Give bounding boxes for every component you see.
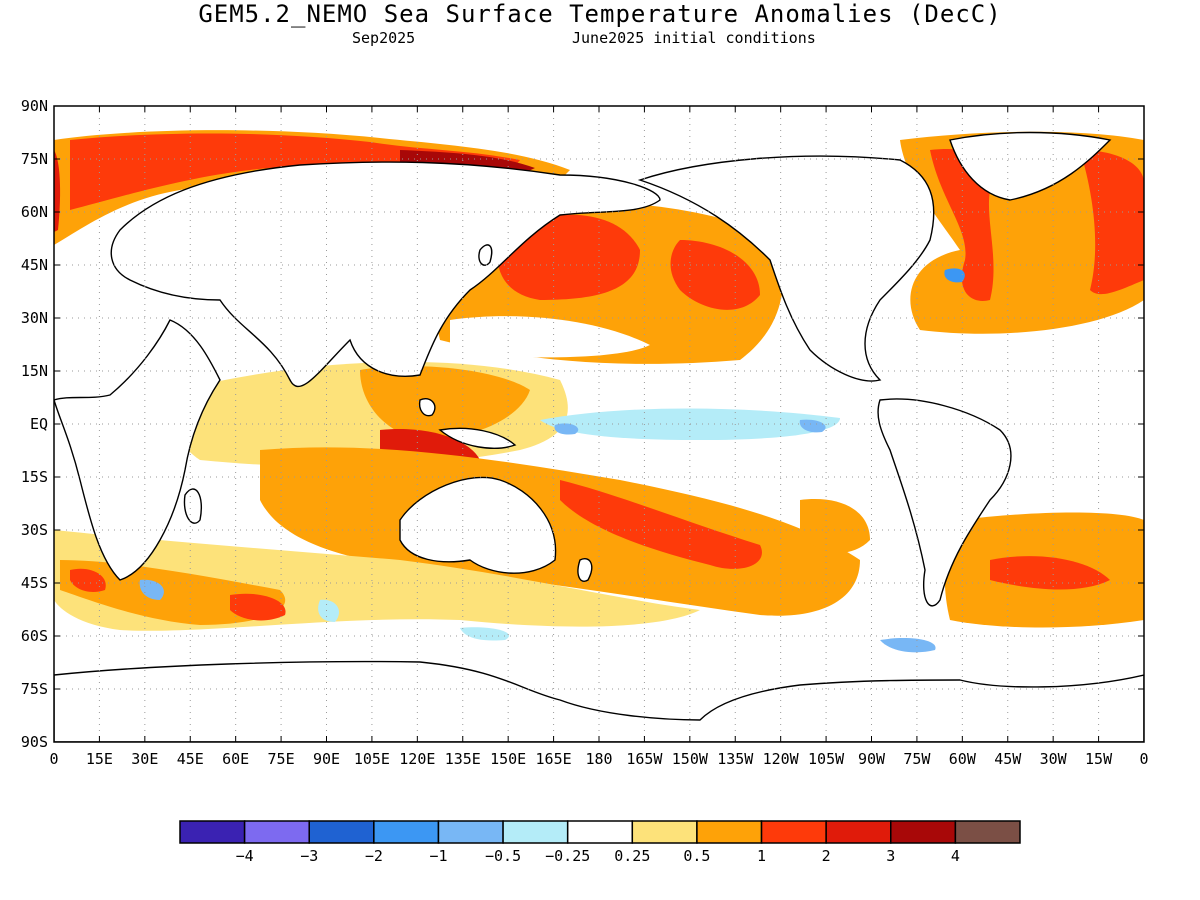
lon-label: 60E [222,750,249,768]
colorbar-swatch [243,820,310,844]
lon-label: 60W [949,750,977,768]
lat-axis-labels: 90N 75N 60N 45N 30N 15N EQ 15S 30S 45S 60S 75S 90S [21,97,48,751]
lon-label: 15W [1085,750,1113,768]
colorbar-label: −2 [365,847,383,865]
lon-label: 165W [626,750,663,768]
colorbar-label: 1 [757,847,766,865]
lon-label: 0 [1139,750,1148,768]
lat-label: 75N [21,150,48,168]
lon-label: 105W [808,750,845,768]
colorbar-swatch [825,820,892,844]
colorbar-label: 0.5 [683,847,710,865]
lat-label: 60N [21,203,48,221]
graticule [54,106,1144,742]
lat-label: 45S [21,574,48,592]
colorbar-swatch [502,820,569,844]
lat-label: 15S [21,468,48,486]
lat-label: 75S [21,680,48,698]
colorbar [179,820,1021,844]
colorbar-label: 2 [822,847,831,865]
chart-title: GEM5.2_NEMO Sea Surface Temperature Anom… [198,0,1002,28]
lon-label: 30W [1040,750,1068,768]
lon-label: 90W [858,750,886,768]
lat-label: 30N [21,309,48,327]
colorbar-swatch [373,820,440,844]
lat-label: 30S [21,521,48,539]
colorbar-swatch [696,820,763,844]
colorbar-label: 4 [951,847,960,865]
lat-label: EQ [30,415,48,433]
lat-label: 90S [21,733,48,751]
lon-label: 135W [717,750,754,768]
lon-label: 165E [536,750,572,768]
colorbar-label: −0.5 [485,847,521,865]
lon-label: 150W [672,750,709,768]
lon-label: 180 [585,750,612,768]
colorbar-label: −4 [236,847,254,865]
colorbar-labels: −4 −3 −2 −1 −0.5 −0.25 0.25 0.5 1 2 3 4 [236,847,960,865]
lon-label: 0 [49,750,58,768]
colorbar-swatch [308,820,375,844]
subtitle-init: June2025 initial conditions [572,29,816,47]
lat-label: 15N [21,362,48,380]
coastlines [54,131,1144,742]
lon-label: 45W [994,750,1022,768]
colorbar-swatch [954,820,1021,844]
colorbar-swatch [566,820,634,844]
lon-label: 135E [445,750,481,768]
lon-label: 90E [313,750,340,768]
lon-label: 15E [86,750,113,768]
colorbar-swatch [631,820,698,844]
axis-ticks [53,105,1145,743]
lon-axis-labels: 0 15E 30E 45E 60E 75E 90E 105E 120E 135E 150E 165E 1… [49,750,1148,768]
colorbar-label: 0.25 [614,847,650,865]
lat-label: 90N [21,97,48,115]
colorbar-swatch [890,820,957,844]
colorbar-label: −0.25 [545,847,590,865]
lon-label: 105E [354,750,390,768]
colorbar-label: −1 [429,847,447,865]
colorbar-swatch [760,820,827,844]
colorbar-swatch [437,820,504,844]
colorbar-label: −3 [300,847,318,865]
colorbar-swatch [179,820,246,844]
subtitle-month: Sep2025 [352,29,416,47]
colorbar-label: 3 [886,847,895,865]
lon-label: 150E [490,750,526,768]
lon-label: 75W [903,750,931,768]
lat-label: 60S [21,627,48,645]
lon-label: 30E [131,750,158,768]
lon-label: 120E [399,750,435,768]
lat-label: 45N [21,256,48,274]
lon-label: 45E [177,750,204,768]
lon-label: 120W [763,750,800,768]
lon-label: 75E [268,750,295,768]
